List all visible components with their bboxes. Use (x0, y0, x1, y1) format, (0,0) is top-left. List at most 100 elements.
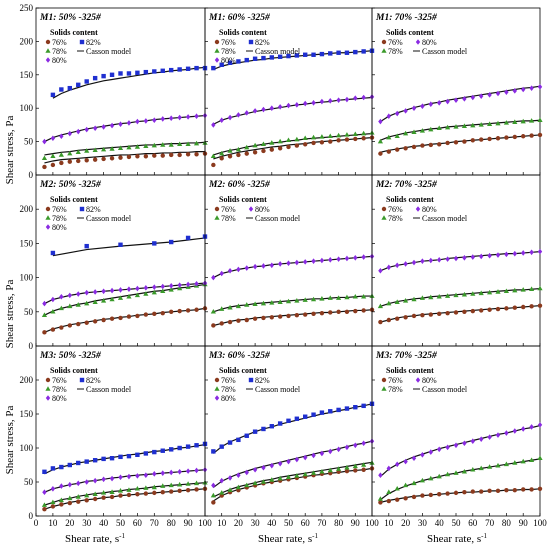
legend-marker (79, 39, 85, 45)
legend-label: 76% (221, 38, 236, 47)
data-point (319, 140, 325, 145)
data-point (42, 469, 47, 474)
data-point (353, 95, 358, 101)
legend-marker (79, 377, 85, 383)
data-point (428, 257, 433, 264)
data-point (462, 440, 467, 447)
data-point (294, 313, 300, 318)
data-point (92, 477, 98, 484)
data-point (395, 262, 400, 269)
legend-label: 80% (422, 38, 437, 47)
y-tick-label: 100 (20, 103, 34, 113)
x-tick-label: 10 (217, 518, 227, 528)
data-point (101, 124, 106, 130)
data-point (470, 489, 475, 494)
data-point (50, 250, 56, 256)
data-point (160, 448, 165, 453)
data-point (353, 136, 358, 142)
data-point (361, 254, 366, 260)
data-point (152, 471, 157, 477)
data-point (160, 490, 165, 495)
x-axis-label-middle: Shear rate, s-1 (258, 532, 318, 545)
y-tick-label: 200 (20, 36, 34, 46)
data-point (193, 140, 200, 146)
data-point (529, 133, 534, 138)
data-point (92, 289, 98, 295)
data-point (169, 67, 174, 73)
data-point (252, 108, 258, 114)
x-tick-label: 60 (301, 518, 311, 528)
data-point (269, 55, 274, 60)
y-axis-label: Shear stress, Pa (4, 116, 16, 185)
data-point (210, 492, 216, 498)
legend-label: 76% (52, 205, 67, 214)
data-point (420, 103, 425, 109)
data-point (327, 467, 333, 473)
data-point (462, 254, 467, 261)
data-point (185, 114, 191, 120)
data-point (521, 426, 526, 432)
data-point (109, 316, 115, 321)
data-point (453, 490, 459, 496)
data-point (67, 303, 73, 309)
data-point (143, 291, 149, 296)
data-point (487, 464, 493, 469)
data-point (470, 94, 475, 101)
data-point (328, 257, 333, 263)
x-axis-label-text: Shear rate, s (65, 533, 119, 545)
data-point (135, 473, 140, 479)
legend-marker (45, 386, 51, 391)
data-point (135, 154, 140, 159)
y-tick-label: 150 (20, 238, 34, 248)
y-axis-label: Shear stress, Pa (4, 280, 16, 349)
data-point (386, 300, 392, 306)
data-point (169, 469, 174, 476)
legend-title: Solids content (386, 195, 434, 204)
data-point (495, 90, 501, 97)
data-point (177, 308, 182, 314)
data-point (352, 463, 358, 469)
panel-title: M3: 60% -325# (208, 351, 270, 361)
data-point (152, 153, 157, 158)
data-point (84, 498, 89, 503)
data-point (319, 469, 325, 474)
data-point (92, 319, 98, 324)
data-point (50, 327, 56, 332)
data-point (211, 500, 216, 505)
data-point (50, 135, 56, 142)
data-point (84, 126, 89, 133)
data-point (529, 487, 534, 492)
x-tick-label: 60 (468, 518, 478, 528)
data-point (461, 469, 467, 474)
legend-marker (45, 224, 51, 230)
data-point (219, 490, 225, 495)
data-point (135, 118, 140, 125)
data-point (135, 70, 140, 75)
data-point (261, 263, 266, 269)
data-point (428, 142, 433, 148)
data-point (420, 313, 425, 318)
data-point (521, 304, 526, 310)
data-point (210, 153, 216, 159)
data-point (177, 488, 182, 494)
data-point (126, 286, 132, 293)
data-point (487, 307, 492, 312)
legend-label: 78% (221, 47, 236, 56)
data-point (277, 299, 283, 304)
y-tick-label: 150 (20, 409, 34, 419)
data-point (394, 133, 400, 139)
data-point (361, 467, 366, 472)
data-point (67, 292, 72, 299)
data-point (185, 444, 191, 449)
legend-marker (381, 39, 387, 45)
data-point (445, 98, 450, 105)
data-point (211, 323, 216, 328)
legend-label: 78% (52, 47, 67, 56)
data-point (185, 308, 191, 313)
data-point (227, 319, 233, 325)
data-point (252, 480, 258, 486)
data-point (101, 298, 107, 303)
data-point (50, 499, 56, 505)
